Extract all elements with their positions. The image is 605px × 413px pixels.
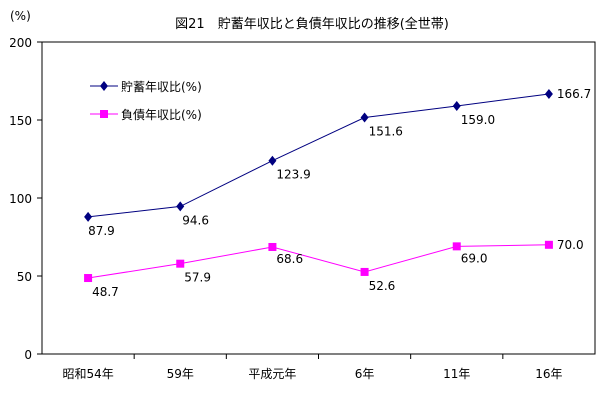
y-tick-label: 100 xyxy=(9,192,32,206)
data-label: 159.0 xyxy=(461,113,495,127)
data-label: 87.9 xyxy=(88,224,115,238)
data-label: 166.7 xyxy=(557,87,591,101)
chart-title: 図21 貯蓄年収比と負債年収比の推移(全世帯) xyxy=(175,16,449,32)
data-point-diamond xyxy=(176,201,185,212)
legend-marker-diamond xyxy=(100,81,108,91)
x-tick-label: 16年 xyxy=(535,367,562,381)
data-point-diamond xyxy=(268,155,277,166)
data-label: 123.9 xyxy=(276,168,310,182)
data-label: 70.0 xyxy=(557,238,584,252)
data-point-square xyxy=(268,242,277,251)
data-point-diamond xyxy=(360,112,369,123)
y-tick-label: 0 xyxy=(24,348,32,362)
x-tick-label: 11年 xyxy=(443,367,470,381)
series-line-1 xyxy=(88,244,549,279)
data-point-diamond xyxy=(544,88,553,99)
x-tick-label: 6年 xyxy=(355,367,375,381)
data-point-square xyxy=(360,267,369,276)
data-point-square xyxy=(84,274,93,283)
data-label: 57.9 xyxy=(184,271,211,285)
data-point-square xyxy=(452,242,461,251)
x-tick-label: 59年 xyxy=(167,367,194,381)
legend-label: 貯蓄年収比(%) xyxy=(121,80,202,94)
y-axis-label: (%) xyxy=(10,9,31,23)
x-tick-label: 昭和54年 xyxy=(62,367,113,381)
data-label: 48.7 xyxy=(92,285,119,299)
legend-marker-square xyxy=(100,110,108,118)
data-label: 151.6 xyxy=(369,125,403,139)
y-tick-label: 200 xyxy=(9,36,32,50)
data-point-diamond xyxy=(84,211,93,222)
x-tick-label: 平成元年 xyxy=(248,367,296,381)
data-point-diamond xyxy=(452,100,461,111)
legend: 貯蓄年収比(%) 負債年収比(%) xyxy=(90,80,202,122)
data-label: 68.6 xyxy=(276,252,303,266)
y-tick-label: 150 xyxy=(9,114,32,128)
data-point-square xyxy=(176,259,185,268)
data-label: 94.6 xyxy=(182,213,209,227)
series-line-0 xyxy=(88,93,549,218)
legend-label: 負債年収比(%) xyxy=(121,107,202,122)
data-label: 52.6 xyxy=(369,279,396,293)
data-label: 69.0 xyxy=(461,251,488,265)
y-tick-label: 50 xyxy=(17,270,32,284)
data-point-square xyxy=(544,240,553,249)
